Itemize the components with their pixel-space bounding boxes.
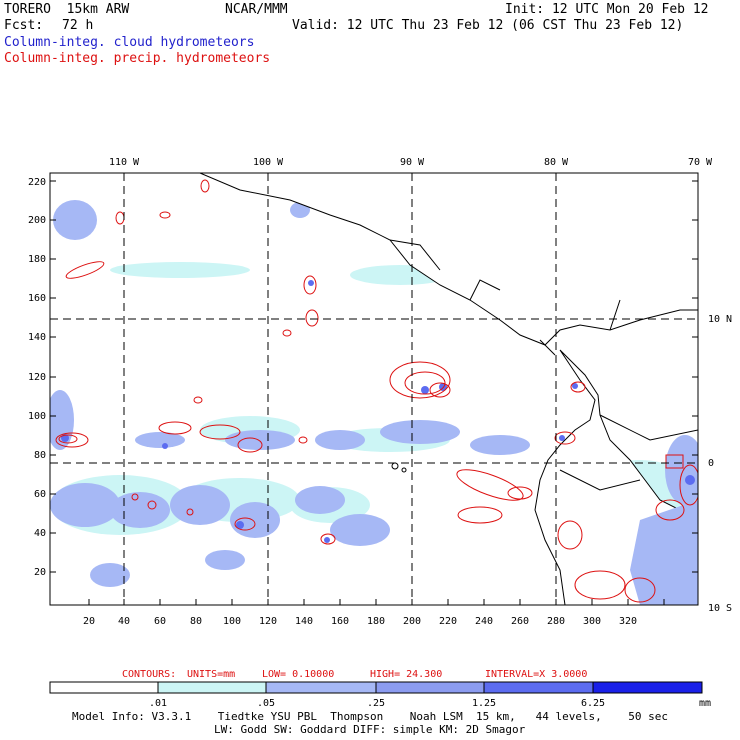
lon-label-110w: 110 W: [109, 157, 140, 168]
cloud-shading-strong: [61, 280, 695, 543]
y-tick-label: 100: [28, 411, 46, 422]
x-tick-label: 320: [619, 616, 637, 627]
x-tick-label: 260: [511, 616, 529, 627]
x-tick-label: 120: [259, 616, 277, 627]
x-tick-label: 60: [154, 616, 166, 627]
colorbar-label: 1.25: [472, 698, 496, 709]
colorbar-unit: mm: [699, 698, 711, 709]
x-tick-label: 300: [583, 616, 601, 627]
land-south-america-interior-shading: [630, 500, 698, 605]
lon-label-100w: 100 W: [253, 157, 284, 168]
forecast-hours: 72 h: [62, 18, 94, 33]
org-label: NCAR/MMM: [225, 2, 288, 17]
land-mexico-central-america: [199, 173, 698, 346]
x-tick-label: 20: [83, 616, 95, 627]
contour-high: HIGH= 24.300: [370, 669, 442, 680]
y-tick-label: 140: [28, 332, 46, 343]
colorbar-labels: .01 .05 .25 1.25 6.25 mm: [149, 698, 711, 709]
top-lon-labels: 110 W 100 W 90 W 80 W 70 W: [109, 157, 713, 168]
model-info-line2: LW: Godd SW: Goddard DIFF: simple KM: 2D…: [214, 723, 526, 736]
forecast-label: Fcst:: [4, 18, 44, 33]
x-tick-label: 160: [331, 616, 349, 627]
lon-label-80w: 80 W: [544, 157, 569, 168]
colorbar-bin: [265, 681, 377, 694]
legend-cloud-hydrometeors: Column-integ. cloud hydrometeors: [4, 35, 255, 50]
colorbar-bin: [375, 681, 485, 694]
colorbar-label: .05: [257, 698, 275, 709]
x-tick-label: 200: [403, 616, 421, 627]
y-axis-ticks: [50, 180, 698, 573]
x-tick-label: 100: [223, 616, 241, 627]
galapagos-islands: [391, 462, 407, 473]
valid-time: Valid: 12 UTC Thu 23 Feb 12 (06 CST Thu …: [292, 18, 684, 33]
y-tick-label: 160: [28, 293, 46, 304]
colorbar-label: .25: [367, 698, 385, 709]
colorbar-bin: [483, 681, 594, 694]
x-tick-label: 220: [439, 616, 457, 627]
contour-interval: INTERVAL=X 3.0000: [485, 669, 587, 680]
lat-label-0: 0: [708, 458, 714, 469]
lat-label-10s: 10 S: [708, 603, 732, 614]
y-tick-label: 40: [34, 528, 46, 539]
colorbar-bin: [49, 681, 159, 694]
contour-label: CONTOURS:: [122, 669, 176, 680]
land-borders: [389, 239, 698, 491]
colorbar-label: .01: [149, 698, 167, 709]
x-tick-label: 180: [367, 616, 385, 627]
lon-label-90w: 90 W: [400, 157, 425, 168]
lat-label-10n: 10 N: [708, 314, 732, 325]
contour-low: LOW= 0.10000: [262, 669, 334, 680]
model-title: TORERO 15km ARW: [4, 2, 130, 17]
y-tick-label: 80: [34, 450, 46, 461]
lon-label-70w: 70 W: [688, 157, 713, 168]
y-axis: 220 200 180 160 140 120 100 80 60 40 20: [28, 177, 46, 578]
x-tick-label: 80: [190, 616, 202, 627]
legend-precip-hydrometeors: Column-integ. precip. hydrometeors: [4, 51, 271, 66]
lat-lon-grid: [50, 173, 698, 605]
x-tick-label: 140: [295, 616, 313, 627]
y-tick-label: 20: [34, 567, 46, 578]
colorbar-bin: [157, 681, 267, 694]
x-tick-label: 40: [118, 616, 130, 627]
map-frame: [49, 172, 699, 606]
init-time: Init: 12 UTC Mon 20 Feb 12: [505, 2, 709, 17]
right-lat-labels: 10 N 0 10 S: [708, 314, 732, 614]
precip-contours: [55, 179, 698, 603]
model-info-line1: Model Info: V3.3.1 Tiedtke YSU PBL Thomp…: [72, 710, 669, 723]
y-tick-label: 200: [28, 215, 46, 226]
colorbar-bin: [592, 681, 703, 694]
x-axis: 20 40 60 80 100 120 140 160 180 200 220 …: [83, 616, 637, 627]
colorbar: [49, 681, 703, 694]
x-axis-ticks: [88, 599, 665, 605]
y-tick-label: 120: [28, 372, 46, 383]
contour-info: CONTOURS: UNITS=mm LOW= 0.10000 HIGH= 24…: [122, 669, 587, 680]
y-tick-label: 60: [34, 489, 46, 500]
y-tick-label: 220: [28, 177, 46, 188]
colorbar-label: 6.25: [581, 698, 605, 709]
x-tick-label: 240: [475, 616, 493, 627]
x-tick-label: 280: [547, 616, 565, 627]
y-tick-label: 180: [28, 254, 46, 265]
map-field: [50, 173, 698, 605]
contour-units: UNITS=mm: [187, 669, 235, 680]
